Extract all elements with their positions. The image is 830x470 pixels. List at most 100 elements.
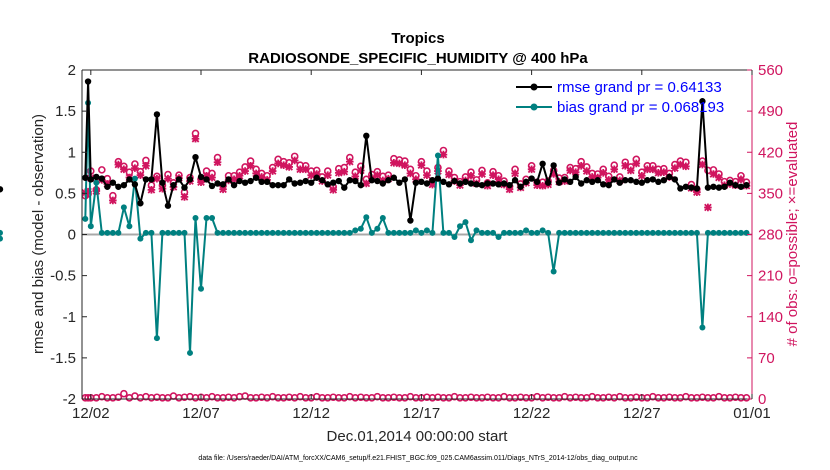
bias-point: [655, 229, 662, 236]
bias-point: [109, 229, 116, 236]
obs-evaluated-point: [153, 174, 161, 183]
rmse-point: [412, 179, 420, 186]
bias-point: [131, 175, 138, 182]
rmse-point: [572, 173, 579, 181]
bias-point: [423, 227, 430, 234]
bias-point: [445, 229, 452, 236]
obs-evaluated-point: [147, 186, 156, 194]
obs-evaluated-point: [737, 175, 745, 184]
rmse-point: [655, 178, 662, 186]
bias-point: [308, 229, 315, 236]
y-axis-label-right: # of obs: o=possible; ×=evaluated: [784, 122, 801, 347]
rmse-point: [544, 179, 552, 186]
obs-evaluated-point: [356, 166, 365, 175]
obs-evaluated-point: [434, 167, 442, 175]
obs-evaluated-point: [715, 173, 723, 182]
rmse-point: [489, 180, 497, 187]
rmse-point: [368, 177, 376, 184]
x-tick-label: 12/27: [623, 405, 661, 422]
obs-evaluated-point: [494, 175, 503, 184]
rmse-point: [589, 178, 596, 186]
bias-point: [390, 229, 397, 236]
bias-point: [572, 229, 579, 236]
bias-point: [594, 229, 601, 236]
rmse-point: [478, 181, 486, 189]
rmse-point: [456, 180, 464, 187]
rmse-point: [743, 181, 750, 189]
bias-point: [379, 215, 386, 222]
bias-point: [82, 215, 89, 222]
bias-point: [352, 227, 359, 234]
obs-evaluated-point: [241, 167, 249, 175]
bias-point: [335, 229, 342, 236]
obs-evaluated-point: [676, 160, 685, 169]
rmse-point: [671, 176, 679, 183]
rmse-point: [434, 175, 442, 182]
obs-evaluated-point: [362, 179, 371, 188]
bias-point: [605, 229, 612, 236]
obs-evaluated-point: [395, 159, 404, 168]
obs-evaluated-point: [285, 163, 294, 171]
obs-evaluated-point: [643, 165, 652, 174]
bias-point: [269, 229, 276, 236]
obs-evaluated-point: [136, 171, 145, 179]
bias-point: [528, 229, 535, 236]
bias-point: [297, 229, 304, 236]
y-tick-label: 1: [68, 144, 76, 161]
bias-point: [148, 229, 155, 236]
rmse-point: [423, 180, 431, 187]
obs-evaluated-point: [406, 169, 415, 178]
bias-point: [622, 229, 629, 236]
bias-point: [357, 225, 364, 232]
obs-evaluated-point: [571, 168, 580, 177]
bias-point: [175, 229, 182, 236]
obs-evaluated-point: [334, 168, 343, 177]
rmse-point: [511, 177, 519, 184]
bias-point: [236, 229, 243, 236]
rmse-point: [379, 180, 387, 187]
rmse-point: [506, 181, 513, 189]
obs-evaluated-point: [671, 164, 679, 172]
right-tick-label: 70: [758, 350, 775, 367]
bias-point: [186, 349, 193, 356]
x-tick-label: 12/02: [72, 405, 110, 422]
obs-evaluated-point: [445, 170, 453, 179]
obs-evaluated-point: [582, 167, 591, 175]
obs-evaluated-point: [704, 203, 712, 212]
obs-evaluated-point: [246, 161, 255, 170]
x-axis-label: Dec.01,2014 00:00:00 start: [327, 428, 509, 445]
rmse-point: [710, 183, 717, 190]
obs-evaluated-point: [549, 170, 558, 178]
bias-point: [506, 229, 513, 236]
rmse-point: [611, 176, 618, 183]
obs-evaluated-point: [142, 161, 150, 170]
obs-evaluated-point: [114, 160, 123, 169]
bias-point: [710, 229, 717, 236]
bias-point: [699, 324, 706, 331]
obs-evaluated-point: [120, 165, 128, 174]
rmse-point: [263, 178, 271, 186]
bias-point: [231, 229, 238, 236]
rmse-point: [561, 176, 568, 183]
rmse-point: [330, 179, 337, 186]
right-tick-label: 420: [758, 144, 783, 161]
y-tick-label: -1: [63, 309, 76, 326]
bias-point: [556, 229, 563, 236]
bias-point: [534, 229, 541, 236]
bias-series: [0, 99, 750, 356]
bias-point: [374, 225, 381, 232]
obs-evaluated-point: [660, 168, 668, 177]
rmse-point: [308, 179, 315, 186]
x-ticks: 12/02 12/07 12/12 12/17 12/22 12/27 01/01: [72, 70, 771, 422]
bias-point: [578, 229, 585, 236]
bias-point: [671, 229, 678, 236]
rmse-point: [429, 177, 436, 184]
rmse-point: [528, 175, 535, 182]
bias-point: [737, 229, 744, 236]
rmse-point: [236, 177, 243, 185]
x-tick-label: 01/01: [733, 405, 771, 422]
obs-evaluated-point: [329, 186, 338, 194]
rmse-point: [280, 181, 287, 189]
bias-point: [258, 229, 265, 236]
legend-bias-marker: [530, 103, 538, 111]
